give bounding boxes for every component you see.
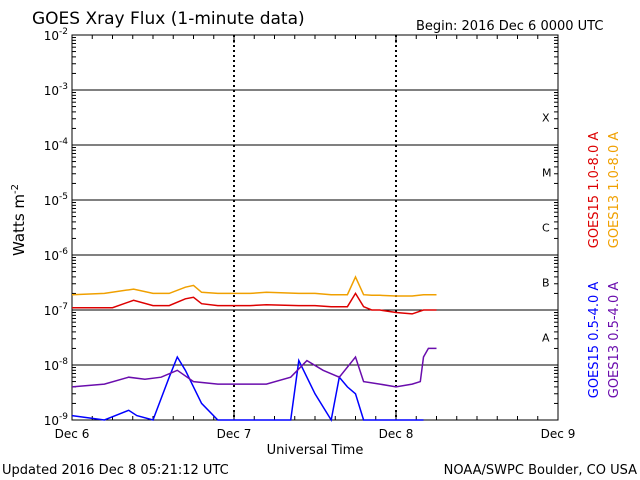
begin-label: Begin: 2016 Dec 6 0000 UTC — [416, 19, 603, 34]
x-tick-label: Dec 9 — [541, 427, 576, 441]
y-tick-label: 10-9 — [44, 412, 69, 428]
y-tick-label: 10-5 — [44, 192, 68, 208]
legend-label: GOES13 0.5-4.0 A — [607, 282, 622, 399]
y-axis-label-exponent: -2 — [10, 184, 21, 194]
legend-item: GOES15 0.5-4.0 A — [587, 282, 602, 399]
series-line — [71, 355, 424, 423]
flare-class-label: M — [542, 167, 552, 180]
flare-class-label: B — [542, 277, 550, 290]
flare-class-label: A — [542, 332, 550, 345]
legend-item: GOES13 0.5-4.0 A — [607, 282, 622, 399]
flare-class-label: C — [542, 222, 550, 235]
x-axis-ticks: Dec 6 Dec 7 Dec 8 Dec 9 — [55, 35, 576, 441]
y-axis-label: Watts m-2 — [10, 184, 28, 256]
y-tick-label: 10-8 — [44, 357, 69, 373]
x-tick-label: Dec 6 — [55, 427, 90, 441]
series-line — [72, 291, 437, 315]
y-tick-label: 10-3 — [44, 82, 68, 98]
x-tick-label: Dec 8 — [379, 427, 414, 441]
y-axis-label-group: Watts m-2 — [10, 184, 28, 256]
plot-area — [71, 34, 559, 421]
y-tick-label: 10-4 — [44, 137, 69, 153]
y-axis-ticks: 10-9 10-8 10-7 10-6 10-5 10-4 10-3 10-2 — [44, 27, 558, 428]
flare-class-labels: A B C M X — [542, 112, 552, 345]
y-tick-label: 10-7 — [44, 302, 68, 318]
updated-timestamp: Updated 2016 Dec 8 05:21:12 UTC — [2, 463, 229, 478]
day-dividers — [233, 35, 397, 420]
series-layer — [71, 275, 437, 423]
chart-title: GOES Xray Flux (1-minute data) — [32, 9, 305, 29]
y-tick-label: 10-6 — [44, 247, 69, 263]
y-tick-label: 10-2 — [44, 27, 68, 43]
legend-item: GOES15 1.0-8.0 A — [587, 132, 602, 249]
grid-lines — [72, 89, 558, 366]
series-line — [71, 347, 437, 388]
x-axis-label: Universal Time — [267, 443, 364, 458]
flare-class-label: X — [542, 112, 550, 125]
credit-label: NOAA/SWPC Boulder, CO USA — [444, 463, 637, 478]
legend-label: GOES15 0.5-4.0 A — [587, 282, 602, 399]
legend-item: GOES13 1.0-8.0 A — [607, 132, 622, 249]
legend: GOES15 1.0-8.0 A GOES13 1.0-8.0 A GOES15 0… — [587, 132, 622, 399]
legend-label: GOES15 1.0-8.0 A — [587, 132, 602, 249]
series-line — [71, 275, 437, 297]
x-tick-label: Dec 7 — [217, 427, 252, 441]
legend-label: GOES13 1.0-8.0 A — [607, 132, 622, 249]
